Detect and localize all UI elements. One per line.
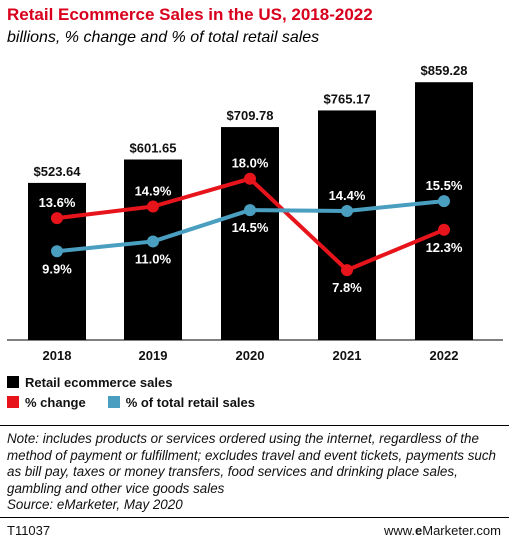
bar-2019 <box>124 159 182 340</box>
point-label-pct-change-2019: 14.9% <box>135 183 172 198</box>
bar-value-label-2018: $523.64 <box>34 164 82 179</box>
legend-item-ecommerce-sales: Retail ecommerce sales <box>7 375 172 390</box>
point-pct-change-2019 <box>147 200 159 213</box>
point-pct-total-2021 <box>341 204 353 217</box>
bar-value-label-2019: $601.65 <box>130 141 177 156</box>
note-divider <box>0 425 509 426</box>
legend-swatch-ecommerce-sales <box>7 376 19 388</box>
footer-divider <box>0 517 509 518</box>
legend-item-pct-total: % of total retail sales <box>107 394 256 410</box>
x-tick-label-2022: 2022 <box>430 348 459 363</box>
bar-2022 <box>415 82 473 340</box>
chart-title: Retail Ecommerce Sales in the US, 2018-2… <box>7 5 373 24</box>
bar-value-label-2021: $765.17 <box>324 91 371 106</box>
point-label-pct-change-2020: 18.0% <box>232 156 269 171</box>
bar-2018 <box>28 182 86 340</box>
point-label-pct-total-2022: 15.5% <box>426 178 463 193</box>
site-credit: www.eMarketer.com <box>384 523 501 538</box>
chart-subtitle: billions, % change and % of total retail… <box>7 29 320 46</box>
point-label-pct-total-2021: 14.4% <box>329 188 366 203</box>
x-tick-label-2021: 2021 <box>333 348 362 363</box>
point-pct-total-2022 <box>438 195 450 208</box>
chart-id: T11037 <box>7 523 51 538</box>
point-label-pct-change-2021: 7.8% <box>332 280 362 295</box>
site-rest: Marketer.com <box>422 523 501 538</box>
legend-swatch-pct-total <box>107 396 120 408</box>
point-pct-change-2018 <box>51 212 63 225</box>
bar-2020 <box>221 127 279 340</box>
bar-value-label-2020: $709.78 <box>227 108 274 123</box>
point-label-pct-total-2019: 11.0% <box>135 251 172 266</box>
source-text: Source: eMarketer, May 2020 <box>7 497 183 512</box>
legend-label-pct-change: % change <box>25 394 86 410</box>
legend: Retail ecommerce sales % change % of tot… <box>7 372 277 412</box>
legend-label-ecommerce-sales: Retail ecommerce sales <box>25 374 173 390</box>
chart: $523.64 $601.65 $709.78 $765.17 $859.28 13.6… <box>7 63 503 363</box>
point-pct-total-2018 <box>51 245 63 258</box>
point-label-pct-total-2018: 9.9% <box>42 261 72 276</box>
point-label-pct-change-2022: 12.3% <box>426 240 463 255</box>
x-tick-label-2018: 2018 <box>43 348 72 363</box>
point-pct-total-2019 <box>147 235 159 248</box>
note-text: Note: includes products or services orde… <box>7 431 497 496</box>
x-tick-label-2020: 2020 <box>236 348 265 363</box>
point-pct-change-2020 <box>244 172 256 185</box>
point-pct-change-2021 <box>341 264 353 277</box>
bar-2021 <box>318 110 376 340</box>
point-label-pct-total-2020: 14.5% <box>232 220 269 235</box>
point-pct-total-2020 <box>244 204 256 217</box>
note: Note: includes products or services orde… <box>7 431 503 514</box>
point-pct-change-2022 <box>438 223 450 236</box>
legend-item-pct-change: % change <box>7 395 86 410</box>
site-prefix: www. <box>383 523 416 538</box>
legend-swatch-pct-change <box>7 396 19 408</box>
point-label-pct-change-2018: 13.6% <box>39 195 76 210</box>
site-brand: e <box>415 523 423 538</box>
legend-label-pct-total: % of total retail sales <box>125 394 256 410</box>
bar-value-label-2022: $859.28 <box>421 63 468 78</box>
x-tick-label-2019: 2019 <box>139 348 168 363</box>
